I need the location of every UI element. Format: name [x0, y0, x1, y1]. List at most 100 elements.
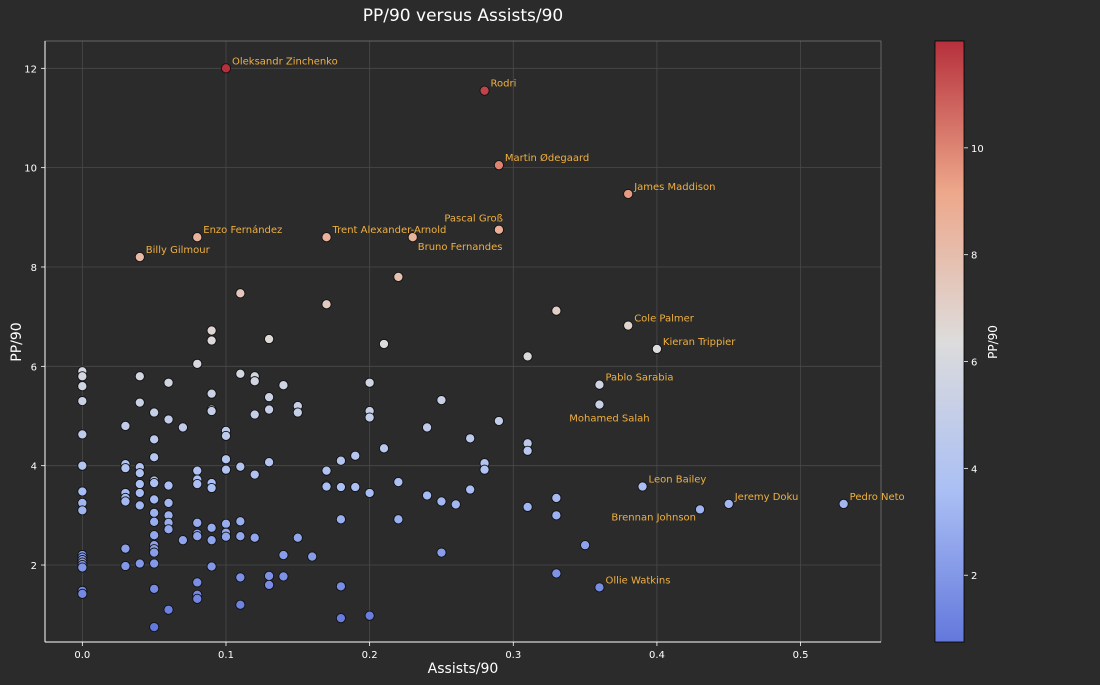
- colorbar-tick-label: 4: [971, 464, 977, 475]
- data-point: [77, 429, 88, 440]
- y-tick-label: 12: [24, 64, 37, 75]
- point-label: Billy Gilmour: [146, 245, 211, 256]
- data-point: [292, 407, 303, 418]
- data-point: [623, 320, 634, 331]
- point-label: James Maddison: [633, 182, 715, 193]
- data-point: [206, 522, 217, 533]
- data-point: [479, 85, 490, 96]
- colorbar: [934, 40, 965, 643]
- data-point: [134, 397, 145, 408]
- data-point: [264, 404, 275, 415]
- data-point: [220, 531, 232, 542]
- point-label: Ollie Watkins: [605, 575, 670, 586]
- data-point: [422, 422, 433, 433]
- data-point: [450, 499, 461, 510]
- data-point: [694, 504, 706, 515]
- data-point: [163, 604, 174, 615]
- data-point: [278, 550, 289, 561]
- data-point: [206, 482, 217, 494]
- data-point: [149, 583, 160, 594]
- data-point: [134, 371, 145, 382]
- data-point: [422, 490, 433, 501]
- data-point: [321, 299, 332, 310]
- data-point: [264, 392, 275, 403]
- data-point: [192, 465, 203, 476]
- point-label: Jeremy Doku: [734, 492, 799, 503]
- data-point: [522, 501, 533, 512]
- point-label: Leon Bailey: [649, 475, 707, 486]
- colorbar-tick-label: 8: [971, 251, 977, 262]
- data-point: [134, 468, 145, 479]
- data-point: [479, 464, 490, 475]
- data-point: [149, 434, 160, 445]
- y-tick-label: 8: [31, 263, 37, 274]
- data-point: [177, 535, 188, 546]
- point-label: Rodri: [491, 79, 517, 90]
- point-label: Enzo Fernández: [203, 224, 282, 236]
- data-point: [436, 496, 447, 507]
- data-point: [120, 420, 131, 431]
- data-point: [206, 405, 217, 417]
- data-point: [149, 507, 160, 518]
- data-point: [393, 271, 404, 282]
- data-point: [149, 530, 160, 541]
- data-point: [149, 478, 160, 489]
- point-label: Pascal Groß: [444, 214, 503, 225]
- data-point: [249, 469, 260, 480]
- colorbar-ticks: 2 4 6 8 10: [964, 144, 984, 582]
- data-point: [321, 232, 332, 243]
- data-point: [149, 407, 160, 418]
- data-point: [580, 540, 591, 551]
- data-point: [149, 622, 160, 633]
- data-point: [77, 505, 88, 516]
- data-point: [249, 532, 260, 543]
- data-point: [77, 588, 88, 599]
- data-point: [163, 497, 174, 508]
- y-tick-label: 10: [24, 164, 37, 175]
- data-point: [249, 409, 260, 420]
- data-point: [134, 252, 145, 263]
- data-point: [149, 516, 160, 527]
- data-point: [623, 188, 634, 200]
- x-tick-label: 0.2: [362, 650, 378, 661]
- y-tick-label: 2: [31, 561, 37, 572]
- data-point: [321, 465, 332, 476]
- data-point: [206, 335, 217, 346]
- data-point: [278, 571, 289, 582]
- data-point: [77, 396, 88, 407]
- data-point: [364, 377, 375, 388]
- data-point: [292, 532, 303, 543]
- data-point: [134, 479, 145, 490]
- data-point: [378, 338, 390, 350]
- data-point: [594, 582, 605, 593]
- data-point: [522, 445, 533, 456]
- data-point: [551, 492, 562, 504]
- point-label: Pedro Neto: [850, 492, 905, 503]
- point-label: Pablo Sarabia: [605, 373, 673, 384]
- data-point: [77, 486, 88, 497]
- data-point: [192, 232, 203, 243]
- data-point: [134, 487, 145, 499]
- data-point: [264, 579, 275, 590]
- data-point: [637, 481, 648, 492]
- data-point: [594, 379, 605, 390]
- data-point: [192, 479, 203, 490]
- colorbar-tick-label: 6: [971, 358, 977, 369]
- data-point: [264, 333, 275, 345]
- x-tick-label: 0.4: [649, 650, 665, 661]
- point-label: Mohamed Salah: [569, 414, 649, 425]
- colorbar-tick-label: 2: [971, 571, 977, 582]
- data-points: [77, 63, 849, 633]
- data-point: [120, 543, 131, 554]
- data-point: [235, 288, 246, 299]
- data-point: [235, 461, 246, 472]
- data-point: [335, 455, 346, 466]
- data-point: [77, 381, 88, 392]
- data-point: [77, 460, 88, 471]
- data-point: [493, 160, 504, 171]
- data-point: [335, 613, 346, 624]
- data-point: [206, 325, 217, 336]
- data-point: [206, 388, 217, 399]
- y-axis-label: PP/90: [9, 322, 25, 361]
- data-point: [264, 457, 275, 468]
